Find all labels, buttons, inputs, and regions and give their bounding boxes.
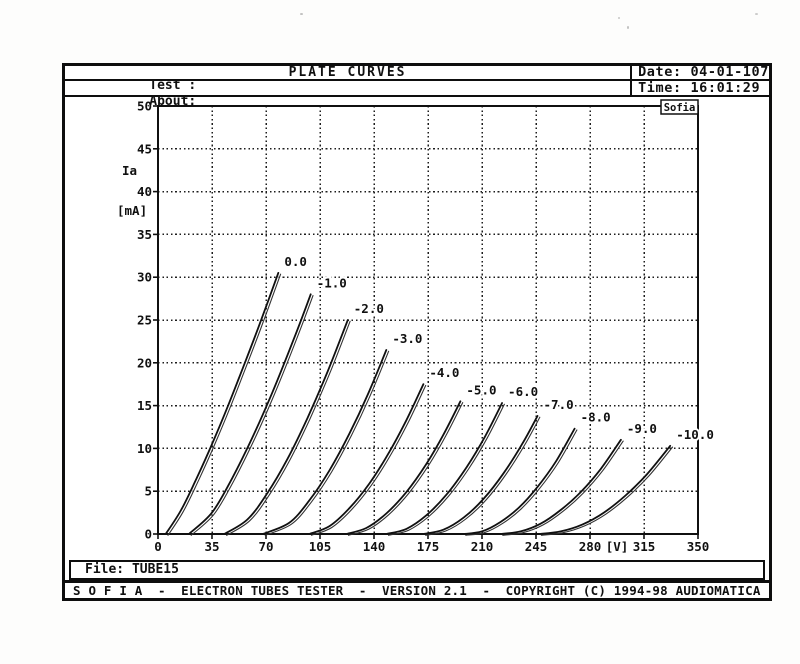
- plate-curves-chart: 0 5 10 15 20 25 30 35 40 45 50 0 35 70 105 140 175 210 245…: [117, 99, 716, 555]
- date-value: 04-01-107: [690, 64, 769, 80]
- header-right: Date: 04-01-107 Time: 16:01:29: [632, 64, 769, 95]
- x-tick-label: 35: [204, 539, 219, 554]
- curve-echo-trace: [226, 320, 351, 536]
- status-text: S O F I A - ELECTRON TUBES TESTER - VERS…: [73, 583, 761, 598]
- curve-echo-trace: [347, 402, 464, 536]
- watermark-box: [660, 99, 699, 115]
- x-tick-label: 280: [579, 539, 602, 554]
- curve: [422, 415, 539, 535]
- curve-label: -6.0: [508, 384, 538, 399]
- time-label: Time:: [638, 80, 682, 96]
- date-row: Date: 04-01-107: [632, 64, 769, 81]
- y-axis-label: Ia: [122, 163, 137, 178]
- header: Test : PLATE CURVES About: Date: 04-01-1…: [65, 64, 769, 109]
- time-value: 16:01:29: [690, 80, 761, 96]
- curve-echo-trace: [465, 429, 578, 536]
- y-tick-label: 5: [144, 484, 152, 499]
- date-label: Date:: [638, 64, 682, 80]
- scan-speck: [627, 26, 629, 29]
- curve: [262, 349, 388, 535]
- curve: [385, 402, 503, 535]
- x-tick-label: 245: [525, 539, 548, 554]
- y-tick-label: 0: [144, 527, 152, 542]
- page-title: PLATE CURVES: [288, 65, 407, 80]
- sofia-watermark: Sofia: [664, 102, 696, 114]
- curve: [345, 400, 462, 535]
- test-label: Test :: [149, 78, 197, 93]
- file-bar: File: TUBE15: [69, 560, 765, 580]
- scan-speck: [755, 13, 758, 15]
- curve-label: -9.0: [627, 421, 657, 436]
- y-tick-label: 20: [137, 355, 152, 370]
- curve: [223, 319, 349, 535]
- time-row: Time: 16:01:29: [632, 81, 769, 95]
- test-row: Test : PLATE CURVES: [65, 65, 631, 92]
- x-tick-label: 350: [687, 539, 710, 554]
- curve-echo-trace: [540, 446, 674, 536]
- curve-echo-trace: [167, 273, 282, 536]
- y-tick-label: 25: [137, 313, 152, 328]
- curve-label: -3.0: [392, 331, 422, 346]
- curve: [462, 427, 576, 535]
- file-value: TUBE15: [131, 562, 179, 577]
- y-tick-label: 15: [137, 398, 152, 413]
- curve-label: -8.0: [581, 410, 611, 425]
- curve-echo-trace: [425, 416, 541, 536]
- curve-echo-trace: [190, 295, 314, 536]
- scan-speck: [618, 17, 620, 19]
- curve-label: 0.0: [284, 254, 307, 269]
- x-tick-label: 105: [309, 539, 332, 554]
- curve-echo-trace: [264, 350, 390, 536]
- about-row: About:: [65, 81, 630, 109]
- x-tick-label: 140: [363, 539, 386, 554]
- curve-label: -2.0: [354, 301, 384, 316]
- curve: [499, 438, 622, 535]
- curve-label: -1.0: [317, 275, 347, 290]
- y-tick-label: 35: [137, 227, 152, 242]
- x-tick-label: 175: [417, 539, 440, 554]
- y-axis-unit: [mA]: [117, 203, 147, 218]
- curve: [538, 444, 672, 535]
- y-tick-label: 40: [137, 184, 152, 199]
- curve: [308, 383, 425, 535]
- curve-echo-trace: [310, 384, 427, 536]
- y-tick-label: 10: [137, 441, 152, 456]
- status-bar: S O F I A - ELECTRON TUBES TESTER - VERS…: [65, 580, 769, 598]
- x-tick-label: 210: [471, 539, 494, 554]
- sofia-app-screen: Test : PLATE CURVES About: Date: 04-01-1…: [62, 63, 772, 601]
- y-tick-label: 30: [137, 270, 152, 285]
- curve-label: -10.0: [676, 427, 714, 442]
- scan-speck: [300, 13, 303, 15]
- curve: [188, 293, 312, 535]
- x-tick-label: 0: [154, 539, 162, 554]
- curve-label: -7.0: [544, 397, 574, 412]
- curve-echo-trace: [388, 403, 505, 536]
- curve: [164, 272, 280, 535]
- x-tick-label: 315: [633, 539, 656, 554]
- y-tick-label: 50: [137, 99, 152, 114]
- curve-label: -4.0: [429, 365, 459, 380]
- curve-label: -5.0: [466, 382, 496, 397]
- y-tick-label: 45: [137, 141, 152, 156]
- header-left: Test : PLATE CURVES About:: [65, 65, 633, 109]
- x-tick-label: 70: [258, 539, 273, 554]
- curve-echo-trace: [502, 440, 624, 536]
- file-label: File:: [85, 562, 125, 577]
- x-axis-unit: [V]: [606, 539, 629, 554]
